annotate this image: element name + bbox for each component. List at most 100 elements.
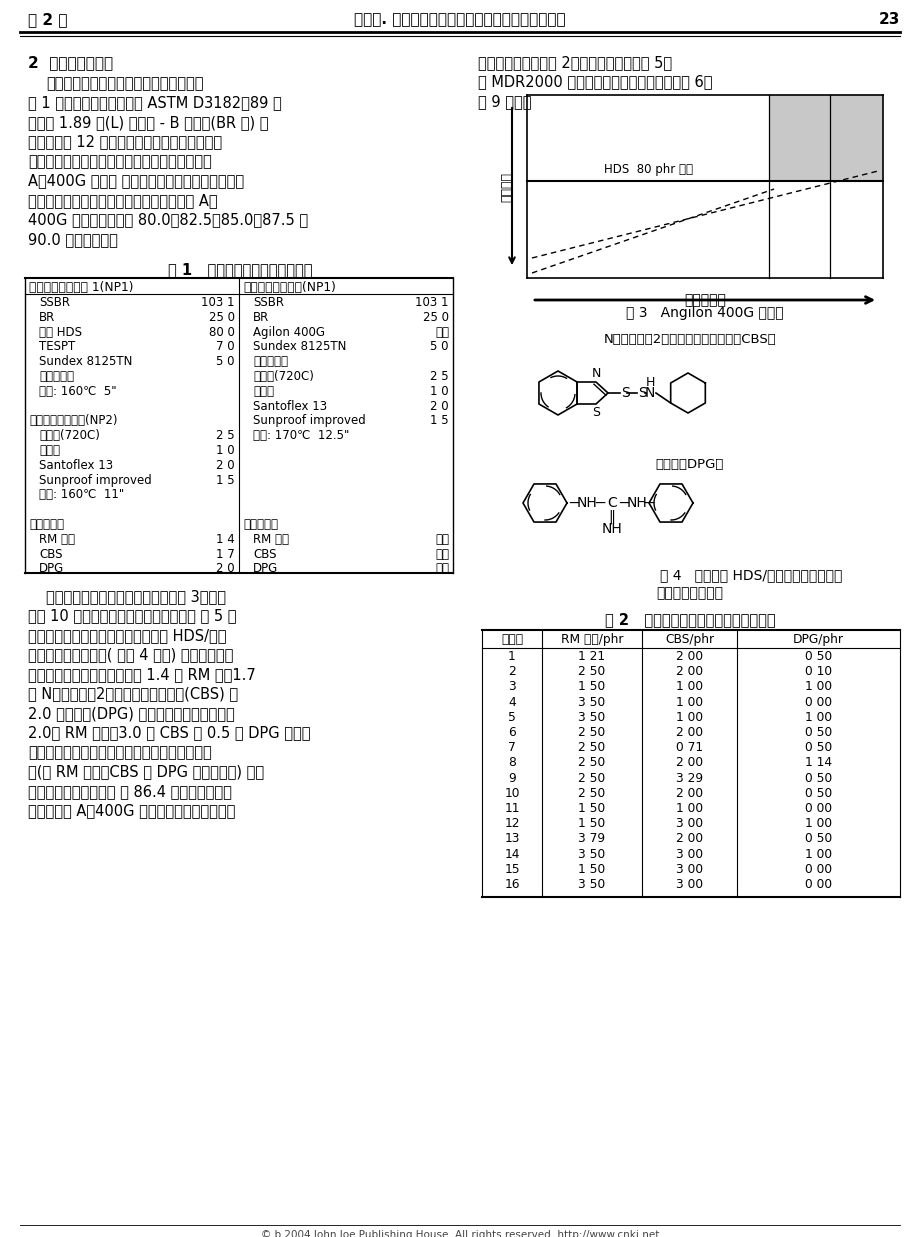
Text: 3 50: 3 50 xyxy=(578,695,605,709)
Text: Santoflex 13: Santoflex 13 xyxy=(253,400,327,413)
Text: NH: NH xyxy=(576,496,596,510)
Text: 1 0: 1 0 xyxy=(216,444,234,456)
Text: 化的特定组合列于表 2。设计空间图示于图 5。: 化的特定组合列于表 2。设计空间图示于图 5。 xyxy=(478,54,672,71)
Text: Sunproof improved: Sunproof improved xyxy=(253,414,366,428)
Text: 13: 13 xyxy=(504,833,519,845)
Text: SSBR: SSBR xyxy=(253,296,284,309)
Text: DPG: DPG xyxy=(253,563,278,575)
Text: 1 50: 1 50 xyxy=(578,680,605,694)
Text: 7 0: 7 0 xyxy=(216,340,234,354)
Text: 3 50: 3 50 xyxy=(578,878,605,891)
Text: 15: 15 xyxy=(504,862,519,876)
Text: 和硫化组合在内的混合。采用非生产性设备混合: 和硫化组合在内的混合。采用非生产性设备混合 xyxy=(28,153,211,169)
Text: 3 00: 3 00 xyxy=(675,878,702,891)
Text: N: N xyxy=(644,386,654,400)
Text: 用一种经改进的正交中央合成设计来探讨硫化组: 用一种经改进的正交中央合成设计来探讨硫化组 xyxy=(28,745,211,760)
Text: 图 3   Angilon 400G 配合量: 图 3 Angilon 400G 配合量 xyxy=(626,306,783,320)
Text: N－环己基－2－苯并噻唑次磺酰胺（CBS）: N－环己基－2－苯并噻唑次磺酰胺（CBS） xyxy=(603,333,776,346)
Text: 2.0 份二苯胍(DPG) 组成。另一种硫化组合由: 2.0 份二苯胍(DPG) 组成。另一种硫化组合由 xyxy=(28,706,234,721)
Text: Sundex 8125TN: Sundex 8125TN xyxy=(253,340,346,354)
Text: 2 00: 2 00 xyxy=(675,726,702,738)
Text: 1 50: 1 50 xyxy=(578,818,605,830)
Text: 1 00: 1 00 xyxy=(804,711,831,724)
Text: © b 2004 John Joe Publishing House. All rights reserved. http://www.cnki.net: © b 2004 John Joe Publishing House. All … xyxy=(260,1230,659,1237)
Text: 5: 5 xyxy=(507,711,516,724)
Text: 本文讨论的标准乘用轮胎面胶配方采用如: 本文讨论的标准乘用轮胎面胶配方采用如 xyxy=(46,75,203,92)
Text: CBS: CBS xyxy=(39,548,62,560)
Text: 0 00: 0 00 xyxy=(804,878,831,891)
Text: 1 00: 1 00 xyxy=(675,802,702,815)
Text: 7: 7 xyxy=(507,741,516,755)
Text: 配合量。这些硫化组合采用了在传统 HDS/硅烷: 配合量。这些硫化组合采用了在传统 HDS/硅烷 xyxy=(28,628,226,643)
Text: 3 00: 3 00 xyxy=(675,847,702,861)
Text: 从 MDR2000 硫化仪获得的典型硫化曲线如图 6～: 从 MDR2000 硫化仪获得的典型硫化曲线如图 6～ xyxy=(478,74,711,89)
Text: 1 14: 1 14 xyxy=(804,756,831,769)
Text: 11: 11 xyxy=(504,802,519,815)
Text: 利用由本研究得出的结果制图（见图 3）。在: 利用由本研究得出的结果制图（见图 3）。在 xyxy=(46,589,226,604)
Text: 0 71: 0 71 xyxy=(675,741,702,755)
Text: 一台法雷尔 12 英寸开炼机研究包括添加填充剂: 一台法雷尔 12 英寸开炼机研究包括添加填充剂 xyxy=(28,135,221,150)
Text: 图 9 所示。: 图 9 所示。 xyxy=(478,94,531,109)
Text: 配方的典型促进剂: 配方的典型促进剂 xyxy=(656,586,722,600)
Text: 1 5: 1 5 xyxy=(216,474,234,486)
Text: 非生产性二段混炼(NP2): 非生产性二段混炼(NP2) xyxy=(29,414,118,428)
Text: 2 50: 2 50 xyxy=(578,726,605,738)
Text: NH: NH xyxy=(626,496,647,510)
Text: ‖: ‖ xyxy=(607,510,615,524)
Text: 硬脂酸: 硬脂酸 xyxy=(39,444,60,456)
Text: 变量: 变量 xyxy=(435,563,448,575)
Text: CBS/phr: CBS/phr xyxy=(664,633,713,646)
Text: 103 1: 103 1 xyxy=(201,296,234,309)
Text: 1 50: 1 50 xyxy=(578,802,605,815)
Text: 2 5: 2 5 xyxy=(430,370,448,383)
Text: 2 00: 2 00 xyxy=(675,649,702,663)
Text: 在开炼机上终炼压片。对于填充剂用量研究 A－: 在开炼机上终炼压片。对于填充剂用量研究 A－ xyxy=(28,193,218,208)
Text: 排胶: 160℃  5": 排胶: 160℃ 5" xyxy=(39,385,117,398)
Text: 配合量增加: 配合量增加 xyxy=(684,293,725,307)
Text: 清扫上顶栓: 清扫上顶栓 xyxy=(39,370,74,383)
Bar xyxy=(768,95,882,181)
Text: 14: 14 xyxy=(504,847,519,861)
Text: 剂用量添加 A－400G 白炭黑。各种胶料配方硫: 剂用量添加 A－400G 白炭黑。各种胶料配方硫 xyxy=(28,804,235,819)
Text: 0 00: 0 00 xyxy=(804,802,831,815)
Text: 1 7: 1 7 xyxy=(216,548,234,560)
Text: 胶料号: 胶料号 xyxy=(500,633,523,646)
Text: 1 00: 1 00 xyxy=(804,847,831,861)
Text: ─: ─ xyxy=(618,496,628,511)
Text: 表 1   标准乘用轮胎胎面胶料配方: 表 1 标准乘用轮胎胎面胶料配方 xyxy=(167,262,312,277)
Text: Sunproof improved: Sunproof improved xyxy=(39,474,152,486)
Text: 3 29: 3 29 xyxy=(675,772,702,784)
Text: 2 00: 2 00 xyxy=(675,833,702,845)
Text: 1 21: 1 21 xyxy=(578,649,605,663)
Text: 2 0: 2 0 xyxy=(216,563,234,575)
Text: 标准促进剂。一种硫化组合由 1.4 份 RM 硫、1.7: 标准促进剂。一种硫化组合由 1.4 份 RM 硫、1.7 xyxy=(28,667,255,682)
Text: 表 1 所示的通用配方。依据 ASTM D3182－89 利: 表 1 所示的通用配方。依据 ASTM D3182－89 利 xyxy=(28,95,281,110)
Text: Santoflex 13: Santoflex 13 xyxy=(39,459,113,471)
Text: 第 2 期: 第 2 期 xyxy=(28,12,67,27)
Text: 1 00: 1 00 xyxy=(675,711,702,724)
Text: 1 5: 1 5 xyxy=(430,414,448,428)
Text: 8: 8 xyxy=(507,756,516,769)
Text: 9: 9 xyxy=(507,772,516,784)
Text: H: H xyxy=(644,376,654,390)
Text: 2 00: 2 00 xyxy=(675,666,702,678)
Text: 3 00: 3 00 xyxy=(675,862,702,876)
Text: 103 1: 103 1 xyxy=(415,296,448,309)
Text: 3: 3 xyxy=(507,680,516,694)
Text: 0 00: 0 00 xyxy=(804,695,831,709)
Text: N: N xyxy=(591,367,600,380)
Text: 氧化锌(720C): 氧化锌(720C) xyxy=(39,429,100,442)
Text: ─: ─ xyxy=(595,496,604,511)
Text: RM 硫磺: RM 硫磺 xyxy=(253,533,289,546)
Text: 0 50: 0 50 xyxy=(804,833,831,845)
Text: 2 00: 2 00 xyxy=(675,787,702,800)
Text: 朱永康. 利用功能性白炭黑提高轮胎的生产率和性能: 朱永康. 利用功能性白炭黑提高轮胎的生产率和性能 xyxy=(354,12,565,27)
Text: DPG/phr: DPG/phr xyxy=(792,633,843,646)
Text: ─: ─ xyxy=(569,496,578,511)
Text: 0 50: 0 50 xyxy=(804,772,831,784)
Text: 2  橡胶配方的评价: 2 橡胶配方的评价 xyxy=(28,54,113,71)
Text: 二苯胍（DPG）: 二苯胍（DPG） xyxy=(655,458,723,471)
Text: SSBR: SSBR xyxy=(39,296,70,309)
Text: 2 50: 2 50 xyxy=(578,787,605,800)
Text: 2 50: 2 50 xyxy=(578,666,605,678)
